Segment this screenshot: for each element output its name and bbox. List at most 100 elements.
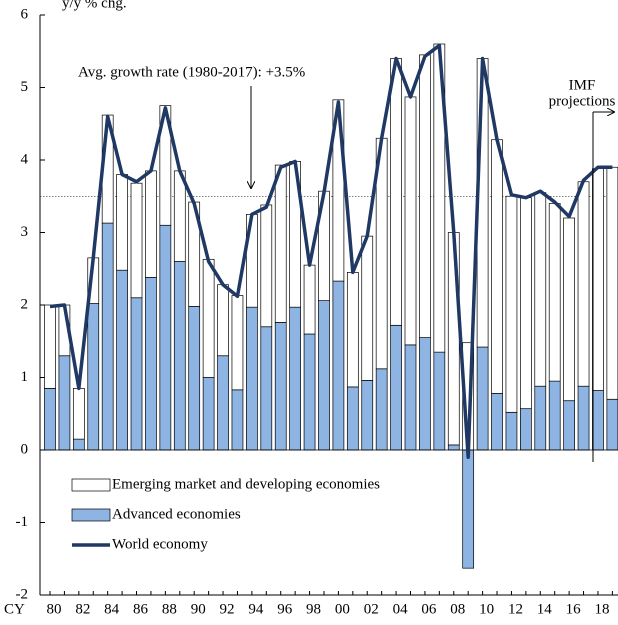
bar (58, 355, 71, 451)
x-tick-label: 18 (594, 601, 609, 617)
bar (303, 333, 316, 451)
bar (145, 170, 157, 278)
bar (202, 377, 215, 451)
bar (491, 393, 503, 451)
y-tick-label: 6 (21, 6, 29, 22)
bar (318, 300, 330, 451)
y-tick-label: -1 (16, 514, 29, 530)
bar (246, 306, 258, 451)
bar (592, 390, 604, 451)
annotation: Avg. growth rate (1980-2017): +3.5% (78, 64, 305, 80)
bar (548, 380, 561, 451)
bar (101, 222, 114, 451)
x-tick-label: 04 (393, 601, 409, 617)
bar (332, 280, 345, 451)
bar (173, 261, 186, 451)
annotation: projections (549, 93, 616, 109)
x-tick-label: 98 (306, 601, 321, 617)
x-axis-label: CY (4, 601, 25, 617)
bar (346, 272, 359, 388)
bar (390, 324, 402, 451)
bar (520, 197, 532, 410)
bar (606, 166, 618, 400)
bar (563, 217, 575, 402)
x-tick-label: 14 (537, 601, 553, 617)
y-tick-label: 4 (21, 151, 29, 167)
y-tick-label: 5 (21, 79, 29, 95)
bar (592, 168, 604, 391)
bar (303, 264, 316, 335)
x-tick-label: 84 (104, 601, 120, 617)
legend-label: World economy (112, 536, 208, 552)
bar (606, 398, 618, 451)
x-tick-label: 82 (75, 601, 90, 617)
x-tick-label: 02 (364, 601, 379, 617)
bar (116, 269, 128, 451)
world-line (49, 43, 613, 459)
bar (159, 105, 172, 226)
bar (447, 232, 460, 446)
bar (173, 170, 186, 262)
bar (375, 368, 388, 451)
bar (332, 99, 345, 282)
bar (87, 303, 100, 451)
bar (159, 224, 172, 451)
bar (404, 344, 417, 451)
bar (563, 400, 575, 451)
x-tick-label: 08 (450, 601, 465, 617)
bar (361, 235, 374, 381)
bar (534, 192, 547, 387)
x-tick-label: 94 (248, 601, 264, 617)
bar (145, 277, 157, 451)
legend-label: Advanced economies (112, 506, 241, 522)
x-tick-label: 92 (220, 601, 235, 617)
bar (260, 326, 273, 451)
bar (188, 306, 201, 451)
bar (217, 284, 229, 357)
x-tick-label: 10 (479, 601, 494, 617)
legend-label: Emerging market and developing economies (112, 476, 380, 492)
bar (548, 203, 561, 382)
bar (72, 388, 85, 440)
bar (231, 389, 244, 451)
x-tick-label: 00 (335, 601, 350, 617)
bar (202, 258, 215, 378)
bar (217, 355, 229, 451)
bar (274, 164, 287, 323)
bar (447, 444, 460, 451)
bar (534, 385, 547, 451)
bar (390, 58, 402, 326)
x-tick-label: 12 (508, 601, 523, 617)
x-tick-label: 16 (566, 601, 582, 617)
bar (419, 337, 431, 451)
bar (505, 411, 518, 451)
bar (260, 204, 273, 328)
bar (289, 306, 301, 451)
bar (462, 449, 475, 569)
bar (130, 297, 143, 451)
x-tick-label: 86 (133, 601, 149, 617)
bar (346, 386, 359, 451)
legend-swatch (71, 478, 111, 492)
x-tick-label: 80 (47, 601, 62, 617)
x-tick-label: 90 (191, 601, 206, 617)
bar (520, 408, 532, 451)
bar (130, 182, 143, 299)
y-tick-label: -2 (16, 586, 29, 602)
bar (476, 346, 489, 451)
bar (361, 380, 374, 451)
x-tick-label: 88 (162, 601, 177, 617)
x-tick-label: 96 (277, 601, 293, 617)
legend-swatch (71, 508, 111, 522)
bar (404, 96, 417, 346)
bar (491, 139, 503, 394)
bar (505, 195, 518, 413)
bar (72, 438, 85, 451)
bar (44, 304, 56, 389)
bar (231, 295, 244, 391)
x-tick-label: 06 (421, 601, 437, 617)
y-tick-label: 1 (21, 369, 29, 385)
bar (577, 181, 590, 387)
bar (433, 351, 446, 451)
